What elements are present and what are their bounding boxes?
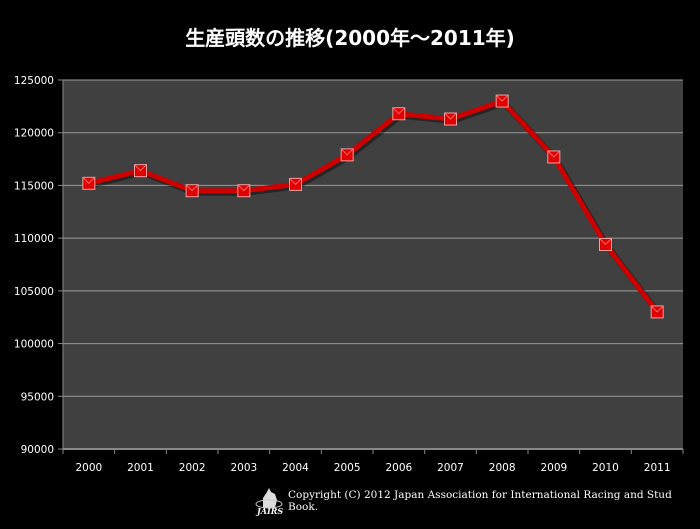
- x-tick-label: 2000: [75, 462, 102, 474]
- y-tick-label: 120000: [14, 128, 54, 140]
- series-line: [88, 98, 660, 314]
- x-tick-label: 2007: [437, 462, 464, 474]
- x-tick-label: 2001: [127, 462, 154, 474]
- y-tick-label: 125000: [14, 75, 54, 87]
- x-tick-label: 2002: [179, 462, 206, 474]
- y-tick-label: 95000: [21, 391, 54, 403]
- data-point-highlight: [289, 178, 302, 185]
- data-point-highlight: [599, 238, 612, 246]
- x-tick-label: 2005: [334, 462, 361, 474]
- y-tick-label: 90000: [21, 444, 54, 456]
- x-tick-label: 2003: [230, 462, 257, 474]
- x-tick-label: 2009: [540, 462, 567, 474]
- x-tick-label: 2004: [282, 462, 309, 474]
- y-tick-label: 100000: [14, 339, 54, 351]
- x-tick-label: 2010: [592, 462, 619, 474]
- footer: JAIRS Copyright (C) 2012 Japan Associati…: [255, 486, 700, 516]
- x-tick-label: 2006: [385, 462, 412, 474]
- y-tick-label: 110000: [14, 233, 54, 245]
- plot-area: [63, 80, 683, 449]
- copyright-text: Copyright (C) 2012 Japan Association for…: [288, 489, 672, 513]
- x-tick-label: 2011: [644, 462, 671, 474]
- x-tick-label: 2008: [489, 462, 516, 474]
- y-tick-label: 105000: [14, 286, 54, 298]
- data-point-highlight: [392, 107, 406, 115]
- data-point-highlight: [237, 184, 251, 192]
- data-point-highlight: [134, 164, 147, 172]
- data-point-highlight: [340, 148, 354, 156]
- data-point-highlight: [82, 177, 96, 184]
- data-point-highlight: [444, 112, 457, 120]
- data-point-highlight: [650, 305, 664, 313]
- chart-title: 生産頭数の推移(2000年～2011年): [185, 26, 515, 50]
- jairs-logo: JAIRS: [255, 486, 283, 516]
- data-point-highlight: [185, 184, 199, 192]
- y-tick-label: 115000: [14, 180, 54, 192]
- data-point-highlight: [547, 150, 561, 158]
- data-point-highlight: [495, 94, 509, 102]
